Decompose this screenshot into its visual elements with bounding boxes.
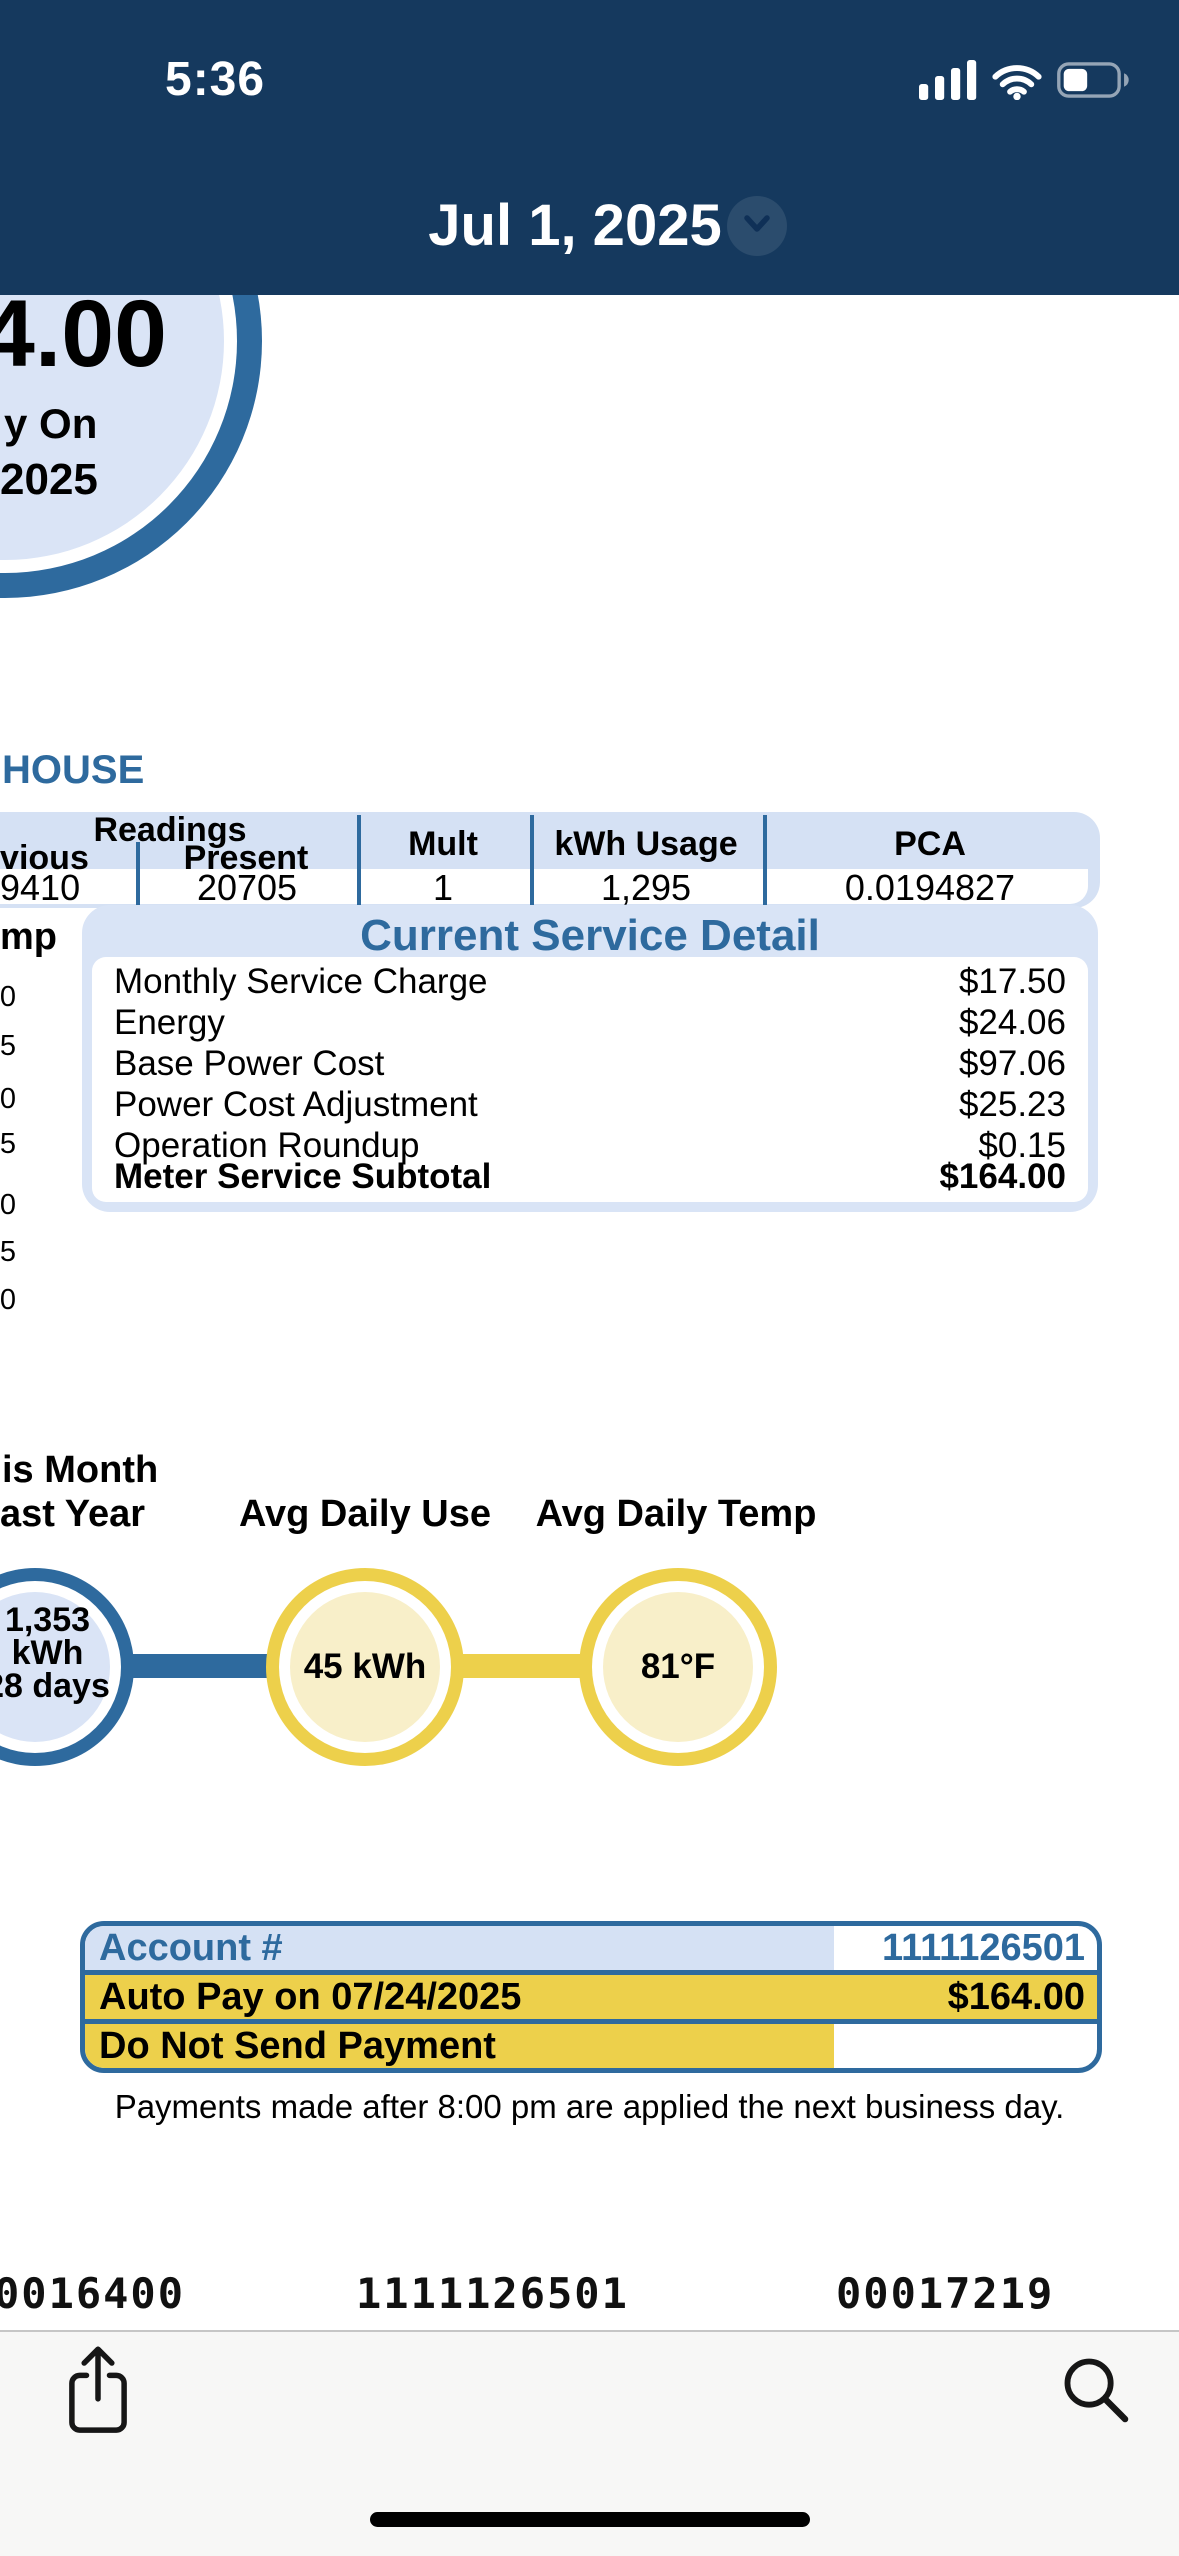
account-number-value: 1111126501 bbox=[882, 1927, 1085, 1969]
service-subtotal-amount: $164.00 bbox=[939, 1157, 1066, 1196]
do-not-send-shading bbox=[85, 2024, 834, 2068]
axis-tick-label: 0 bbox=[0, 981, 16, 1013]
meter-location-heading: HOUSE bbox=[2, 748, 145, 792]
this-month-kwh-unit: kWh bbox=[11, 1634, 84, 1672]
axis-tick-label: 0 bbox=[0, 1284, 16, 1316]
axis-tick-label: 0 bbox=[0, 1189, 16, 1221]
avg-use-circle-fill bbox=[290, 1592, 440, 1742]
service-detail-title: Current Service Detail bbox=[360, 911, 820, 960]
avg-daily-temp-value: 81°F bbox=[640, 1647, 716, 1686]
status-time: 5:36 bbox=[165, 53, 266, 106]
column-divider bbox=[357, 815, 361, 905]
wifi-icon bbox=[991, 60, 1043, 105]
service-line-item: Power Cost Adjustment $25.23 bbox=[114, 1084, 1066, 1125]
column-divider bbox=[136, 842, 140, 905]
share-button[interactable] bbox=[60, 2344, 136, 2443]
document-date-title: Jul 1, 2025 bbox=[428, 193, 722, 258]
account-number-row: Account # 1111126501 bbox=[85, 1926, 1097, 1970]
mult-column-header: Mult bbox=[408, 825, 478, 863]
chevron-down-icon bbox=[738, 209, 776, 244]
axis-tick-label: 5 bbox=[0, 1236, 16, 1268]
pca-column-header: PCA bbox=[894, 825, 966, 863]
present-column-header: Present bbox=[183, 839, 309, 877]
readings-values-row bbox=[0, 869, 1088, 904]
service-item-label: Monthly Service Charge bbox=[114, 962, 488, 1001]
search-button[interactable] bbox=[1060, 2354, 1132, 2431]
column-divider bbox=[763, 815, 767, 905]
service-item-label: Operation Roundup bbox=[114, 1126, 420, 1165]
service-line-item: Monthly Service Charge $17.50 bbox=[114, 961, 1066, 1002]
avg-daily-use-value: 45 kWh bbox=[303, 1647, 427, 1686]
payments-cutoff-note: Payments made after 8:00 pm are applied … bbox=[114, 2088, 1065, 2125]
this-month-kwh-value: 1,353 bbox=[4, 1601, 91, 1639]
service-item-label: Power Cost Adjustment bbox=[114, 1085, 478, 1124]
ocr-account-number: 1111126501 bbox=[356, 2269, 629, 2318]
service-item-amount: $0.15 bbox=[978, 1126, 1066, 1165]
amount-due-fragment: 4.00 bbox=[0, 281, 167, 387]
axis-tick-label: 5 bbox=[0, 1128, 16, 1160]
readings-group-header: Readings bbox=[93, 811, 247, 849]
column-divider bbox=[530, 815, 534, 905]
do-not-send-label: Do Not Send Payment bbox=[99, 2025, 496, 2067]
battery-icon bbox=[1057, 60, 1133, 105]
account-number-label: Account # bbox=[99, 1927, 283, 1969]
cellular-signal-icon bbox=[919, 60, 977, 105]
avg-daily-temp-label: Avg Daily Temp bbox=[535, 1493, 817, 1535]
service-line-item: Base Power Cost $97.06 bbox=[114, 1043, 1066, 1084]
mult-value: 1 bbox=[432, 867, 454, 908]
service-item-amount: $24.06 bbox=[958, 1003, 1066, 1042]
yellow-connector-bar bbox=[460, 1654, 582, 1678]
service-detail-panel: Monthly Service Charge $17.50 Energy $24… bbox=[92, 957, 1088, 1202]
present-reading-value: 20705 bbox=[196, 867, 298, 908]
service-item-amount: $17.50 bbox=[958, 962, 1066, 1001]
service-item-label: Energy bbox=[114, 1003, 225, 1042]
service-item-amount: $25.23 bbox=[958, 1085, 1066, 1124]
pca-value: 0.0194827 bbox=[844, 867, 1016, 908]
previous-reading-value: 9410 bbox=[0, 867, 81, 908]
share-icon bbox=[60, 2346, 136, 2442]
account-summary-box: Account # 1111126501 Auto Pay on 07/24/2… bbox=[80, 1921, 1102, 2073]
this-month-days-value: 28 days bbox=[0, 1667, 110, 1705]
status-icons bbox=[919, 60, 1133, 105]
service-subtotal-label: Meter Service Subtotal bbox=[114, 1157, 492, 1196]
account-row-shading bbox=[85, 1926, 834, 1970]
avg-daily-use-label: Avg Daily Use bbox=[238, 1493, 492, 1535]
pay-date-fragment: 2025 bbox=[0, 455, 98, 504]
do-not-send-row: Do Not Send Payment bbox=[85, 2024, 1097, 2068]
kwh-usage-value: 1,295 bbox=[600, 867, 692, 908]
service-line-item: Operation Roundup $0.15 bbox=[114, 1125, 1066, 1166]
compare-label-line1-fragment: is Month bbox=[2, 1449, 159, 1491]
current-service-detail-box: Current Service Detail Monthly Service C… bbox=[82, 905, 1098, 1212]
meter-readings-table: Readings evious Present Mult kWh Usage P… bbox=[0, 812, 1100, 908]
auto-pay-row: Auto Pay on 07/24/2025 $164.00 bbox=[85, 1975, 1097, 2019]
app-header: 5:36 bbox=[0, 0, 1179, 295]
service-item-amount: $97.06 bbox=[958, 1044, 1066, 1083]
ocr-check-digits: 00017219 bbox=[836, 2269, 1055, 2318]
search-icon bbox=[1060, 2358, 1132, 2430]
axis-tick-label: 0 bbox=[0, 1083, 16, 1115]
service-item-label: Base Power Cost bbox=[114, 1044, 385, 1083]
service-line-item: Energy $24.06 bbox=[114, 1002, 1066, 1043]
home-indicator[interactable] bbox=[370, 2512, 810, 2527]
temp-chart-title-fragment: mp bbox=[0, 916, 57, 958]
row-separator bbox=[85, 2019, 1097, 2024]
axis-tick-label: 5 bbox=[0, 1030, 16, 1062]
previous-column-header: evious bbox=[0, 839, 89, 877]
date-dropdown-button[interactable] bbox=[727, 196, 787, 256]
compare-label-line2-fragment: ast Year bbox=[0, 1493, 146, 1535]
row-separator bbox=[85, 1970, 1097, 1975]
kwh-usage-column-header: kWh Usage bbox=[554, 825, 738, 863]
auto-pay-amount: $164.00 bbox=[947, 1976, 1085, 2018]
ocr-amount-fragment: 0016400 bbox=[0, 2269, 186, 2318]
auto-pay-label: Auto Pay on 07/24/2025 bbox=[99, 1976, 522, 2018]
avg-temp-circle-fill bbox=[603, 1592, 753, 1742]
service-subtotal-row: Meter Service Subtotal $164.00 bbox=[114, 1156, 1066, 1197]
blue-connector-bar bbox=[128, 1654, 270, 1678]
pay-on-label-fragment: y On bbox=[4, 400, 98, 447]
